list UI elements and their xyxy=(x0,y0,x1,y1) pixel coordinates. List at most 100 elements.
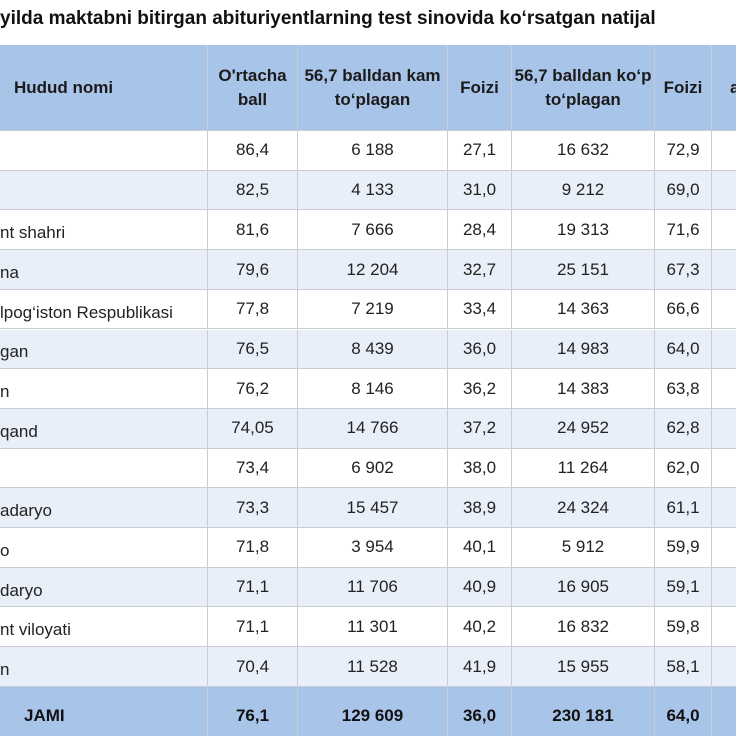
value-cell: 77,8 xyxy=(208,289,298,330)
empty-cell xyxy=(712,290,736,330)
value-cell: 11 706 xyxy=(298,567,448,608)
value-cell: 73,4 xyxy=(208,448,298,489)
value-cell: 59,9 xyxy=(655,528,712,568)
region-name: n xyxy=(0,647,208,687)
value-cell: 14 383 xyxy=(512,369,655,409)
value-cell: 64,0 xyxy=(655,329,712,370)
empty-cell xyxy=(712,131,736,171)
value-cell: 16 905 xyxy=(512,567,655,608)
value-cell: 40,1 xyxy=(448,528,512,568)
region-name: o xyxy=(0,528,208,568)
value-cell: 19 313 xyxy=(512,210,655,251)
header-cell: 56,7 balldan kam to‘plagan xyxy=(298,45,448,131)
value-cell: 6 902 xyxy=(298,448,448,489)
title: yilda maktabni bitirgan abituriyentlarni… xyxy=(0,8,656,29)
value-cell: 82,5 xyxy=(208,170,298,211)
value-cell: 33,4 xyxy=(448,289,512,330)
value-cell: 11 528 xyxy=(298,647,448,687)
value-cell: 37,2 xyxy=(448,408,512,449)
region-name: lpog‘iston Respublikasi xyxy=(0,289,208,330)
value-cell: 62,0 xyxy=(655,448,712,489)
value-cell: 40,9 xyxy=(448,567,512,608)
value-cell: 59,1 xyxy=(655,567,712,608)
value-cell: 7 219 xyxy=(298,289,448,330)
value-cell: 79,6 xyxy=(208,250,298,290)
value-cell: 14 363 xyxy=(512,289,655,330)
value-cell: 31,0 xyxy=(448,170,512,211)
value-cell: 24 324 xyxy=(512,488,655,528)
total-cell: 129 609 xyxy=(298,686,448,736)
empty-cell xyxy=(712,567,736,608)
value-cell: 27,1 xyxy=(448,131,512,171)
region-name: nt viloyati xyxy=(0,607,208,648)
value-cell: 70,4 xyxy=(208,647,298,687)
value-cell: 8 439 xyxy=(298,329,448,370)
value-cell: 63,8 xyxy=(655,369,712,409)
value-cell: 72,9 xyxy=(655,131,712,171)
empty-cell xyxy=(712,449,736,489)
value-cell: 71,1 xyxy=(208,567,298,608)
region-name: nt shahri xyxy=(0,210,208,251)
value-cell: 8 146 xyxy=(298,369,448,409)
value-cell: 58,1 xyxy=(655,647,712,687)
value-cell: 15 457 xyxy=(298,488,448,528)
value-cell: 15 955 xyxy=(512,647,655,687)
value-cell: 62,8 xyxy=(655,408,712,449)
value-cell: 16 632 xyxy=(512,131,655,171)
value-cell: 71,1 xyxy=(208,607,298,648)
total-cell: 230 181 xyxy=(512,686,655,736)
empty-cell xyxy=(712,250,736,290)
value-cell: 36,2 xyxy=(448,369,512,409)
empty-cell xyxy=(712,528,736,568)
value-cell: 66,6 xyxy=(655,289,712,330)
region-name xyxy=(0,131,208,171)
value-cell: 86,4 xyxy=(208,131,298,171)
value-cell: 73,3 xyxy=(208,488,298,528)
empty-cell xyxy=(712,210,736,251)
value-cell: 71,6 xyxy=(655,210,712,251)
value-cell: 16 832 xyxy=(512,607,655,648)
region-name: gan xyxy=(0,329,208,370)
value-cell: 59,8 xyxy=(655,607,712,648)
empty-cell xyxy=(712,607,736,648)
empty-cell xyxy=(712,329,736,370)
header-cell: Hudud nomi xyxy=(0,45,208,131)
empty-cell xyxy=(712,408,736,449)
value-cell: 14 983 xyxy=(512,329,655,370)
region-name: adaryo xyxy=(0,488,208,528)
total-cell: 64,0 xyxy=(655,686,712,736)
value-cell: 5 912 xyxy=(512,528,655,568)
value-cell: 3 954 xyxy=(298,528,448,568)
empty-cell xyxy=(712,488,736,528)
header-cell: 56,7 balldan ko‘p to‘plagan xyxy=(512,45,655,131)
value-cell: 6 188 xyxy=(298,131,448,171)
header-cell: O'rtacha ball xyxy=(208,45,298,131)
value-cell: 71,8 xyxy=(208,528,298,568)
header-cell: Foizi xyxy=(655,45,712,131)
value-cell: 24 952 xyxy=(512,408,655,449)
value-cell: 61,1 xyxy=(655,488,712,528)
value-cell: 67,3 xyxy=(655,250,712,290)
header-cell: a xyxy=(712,45,736,131)
value-cell: 11 264 xyxy=(512,448,655,489)
value-cell: 4 133 xyxy=(298,170,448,211)
value-cell: 11 301 xyxy=(298,607,448,648)
region-name: na xyxy=(0,250,208,290)
value-cell: 12 204 xyxy=(298,250,448,290)
total-cell: 36,0 xyxy=(448,686,512,736)
value-cell: 28,4 xyxy=(448,210,512,251)
value-cell: 38,9 xyxy=(448,488,512,528)
region-name xyxy=(0,448,208,489)
value-cell: 14 766 xyxy=(298,408,448,449)
empty-cell xyxy=(712,170,736,211)
region-name: n xyxy=(0,369,208,409)
value-cell: 32,7 xyxy=(448,250,512,290)
region-name: daryo xyxy=(0,567,208,608)
value-cell: 76,2 xyxy=(208,369,298,409)
value-cell: 74,05 xyxy=(208,408,298,449)
value-cell: 40,2 xyxy=(448,607,512,648)
region-name xyxy=(0,170,208,211)
value-cell: 69,0 xyxy=(655,170,712,211)
value-cell: 38,0 xyxy=(448,448,512,489)
